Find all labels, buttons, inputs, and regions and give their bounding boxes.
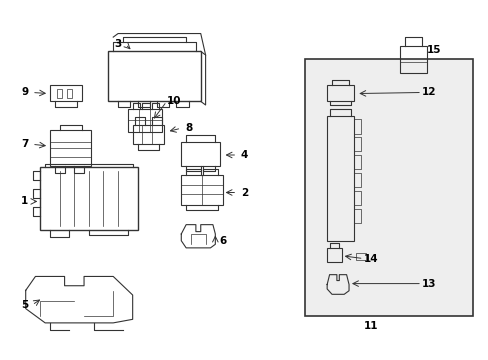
Bar — [326, 85, 353, 102]
Bar — [326, 116, 353, 241]
Bar — [57, 89, 62, 98]
Bar — [181, 175, 222, 205]
Text: 3: 3 — [114, 39, 122, 49]
Bar — [50, 130, 91, 166]
Text: 6: 6 — [219, 236, 226, 246]
Bar — [132, 125, 164, 144]
Text: 1: 1 — [21, 197, 28, 206]
Bar — [399, 46, 426, 73]
Text: 14: 14 — [363, 253, 377, 264]
Bar — [67, 89, 72, 98]
Bar — [356, 253, 366, 260]
Text: 2: 2 — [241, 188, 247, 198]
Bar — [181, 143, 220, 166]
Text: 11: 11 — [363, 321, 377, 332]
Text: 9: 9 — [21, 87, 28, 98]
Bar — [326, 248, 341, 262]
Text: 12: 12 — [421, 87, 436, 98]
Text: 4: 4 — [240, 150, 248, 160]
Text: 7: 7 — [21, 139, 28, 149]
Text: 10: 10 — [166, 96, 181, 107]
Bar — [108, 51, 201, 102]
Text: 8: 8 — [184, 123, 192, 133]
Text: 15: 15 — [426, 45, 441, 55]
Text: 13: 13 — [421, 279, 436, 289]
Bar — [40, 167, 137, 230]
Bar — [305, 59, 472, 316]
Bar — [127, 109, 162, 132]
Text: 5: 5 — [21, 300, 28, 310]
Bar — [50, 85, 81, 102]
